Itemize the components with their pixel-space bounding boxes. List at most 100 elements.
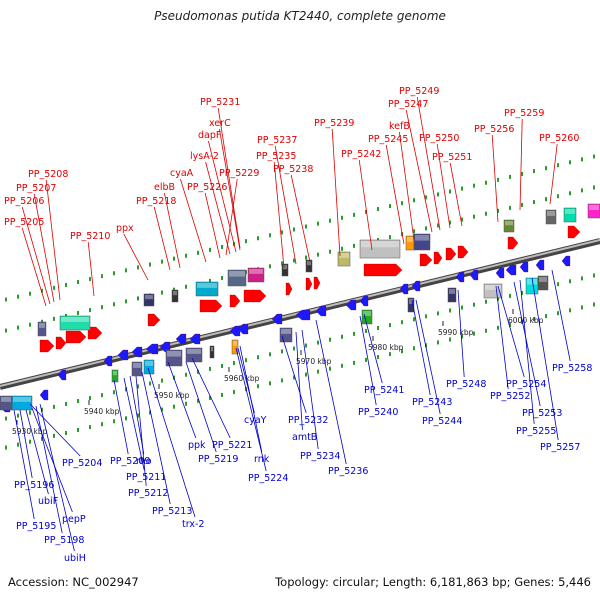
feature-block <box>405 235 415 251</box>
tick-mark <box>281 230 283 235</box>
forward-gene-arrow <box>229 294 241 308</box>
tick-mark <box>341 363 343 368</box>
tick-mark <box>185 401 187 406</box>
leader-line-forward <box>385 144 405 245</box>
reverse-gene-arrow <box>399 283 409 295</box>
tick-mark <box>557 311 559 316</box>
leader-line-forward <box>45 179 61 301</box>
feature-block <box>59 315 91 331</box>
gene-label-forward: lysA-2 <box>190 151 219 162</box>
tick-mark <box>593 154 595 159</box>
tick-mark <box>521 319 523 324</box>
tick-mark <box>305 224 307 229</box>
tick-mark <box>593 185 595 190</box>
leader-line-forward <box>273 161 285 269</box>
kbp-label: 5980 kbp <box>368 343 404 352</box>
tick-mark <box>5 297 7 302</box>
tick-mark <box>161 378 163 383</box>
tick-mark <box>461 334 463 339</box>
label-leader-lines <box>13 96 571 552</box>
gene-label-forward: PP_5256 <box>474 124 514 135</box>
tick-mark <box>197 398 199 403</box>
tick-mark <box>413 229 415 234</box>
gene-label-forward: PP_5231 <box>200 97 240 108</box>
tick-mark <box>341 334 343 339</box>
tick-mark <box>41 436 43 441</box>
tick-mark <box>113 419 115 424</box>
tick-mark <box>125 416 127 421</box>
tick-mark <box>425 195 427 200</box>
tick-mark <box>209 247 211 252</box>
gene-label-forward: cyaA <box>170 168 194 179</box>
tick-mark <box>125 268 127 273</box>
leader-line-forward <box>519 118 523 211</box>
feature-block <box>247 267 265 283</box>
tick-mark <box>185 284 187 289</box>
tick-mark <box>161 259 163 264</box>
forward-gene-arrow <box>507 236 519 250</box>
gene-label-forward: PP_5245 <box>368 134 408 145</box>
forward-gene-arrow <box>313 276 321 290</box>
tick-mark <box>329 337 331 342</box>
tick-mark <box>497 296 499 301</box>
tick-mark <box>449 308 451 313</box>
reverse-gene-arrow <box>455 271 465 283</box>
leader-line-forward <box>208 140 237 253</box>
tick-mark <box>17 413 19 418</box>
tick-mark <box>281 261 283 266</box>
tick-mark <box>113 271 115 276</box>
tick-mark <box>53 285 55 290</box>
tick-mark <box>593 273 595 278</box>
tick-mark <box>221 392 223 397</box>
leader-line-forward <box>164 192 181 269</box>
leader-line-reverse <box>25 409 49 495</box>
tick-mark <box>305 343 307 348</box>
tick-mark <box>65 430 67 435</box>
tick-mark <box>461 186 463 191</box>
reverse-gene-arrow <box>359 295 369 307</box>
reverse-gene-arrow <box>315 305 327 317</box>
gene-label-reverse: ppk <box>188 440 206 451</box>
tick-mark <box>557 163 559 168</box>
tick-mark <box>461 305 463 310</box>
tick-mark <box>29 322 31 327</box>
tick-mark <box>137 296 139 301</box>
forward-gene-arrow <box>285 282 293 296</box>
tick-mark <box>413 346 415 351</box>
tick-mark <box>545 166 547 171</box>
tick-mark <box>65 401 67 406</box>
feature-block <box>143 359 155 375</box>
feature-block <box>209 345 215 359</box>
tick-mark <box>281 349 283 354</box>
feature-block <box>503 219 515 233</box>
gene-label-reverse: PP_5212 <box>128 488 168 499</box>
leader-line-reverse <box>235 347 267 472</box>
tick-mark <box>149 381 151 386</box>
gene-label-reverse: pepP <box>62 514 86 525</box>
tick-mark <box>269 352 271 357</box>
tick-mark <box>329 218 331 223</box>
gene-label-reverse: PP_5221 <box>212 440 252 451</box>
tick-mark <box>269 381 271 386</box>
tick-mark <box>89 308 91 313</box>
tick-mark <box>113 302 115 307</box>
tick-mark <box>485 299 487 304</box>
tick-mark <box>557 194 559 199</box>
tick-mark <box>341 246 343 251</box>
gene-label-reverse: PP_5224 <box>248 473 288 484</box>
leader-line-reverse <box>31 407 73 513</box>
tick-mark <box>437 340 439 345</box>
forward-gene-arrow <box>363 263 403 277</box>
gene-label-reverse: cyaY <box>244 415 267 426</box>
tick-mark <box>149 410 151 415</box>
feature-block <box>37 321 47 337</box>
leader-line-forward <box>87 241 95 297</box>
tick-mark <box>137 384 139 389</box>
gene-label-forward: PP_5250 <box>419 133 459 144</box>
tick-mark <box>521 171 523 176</box>
gene-label-reverse: trx-2 <box>182 519 204 530</box>
gene-label-reverse: PP_5241 <box>364 385 404 396</box>
leader-line-reverse <box>295 331 303 431</box>
leader-line-reverse <box>185 361 217 453</box>
feature-block <box>413 233 431 251</box>
